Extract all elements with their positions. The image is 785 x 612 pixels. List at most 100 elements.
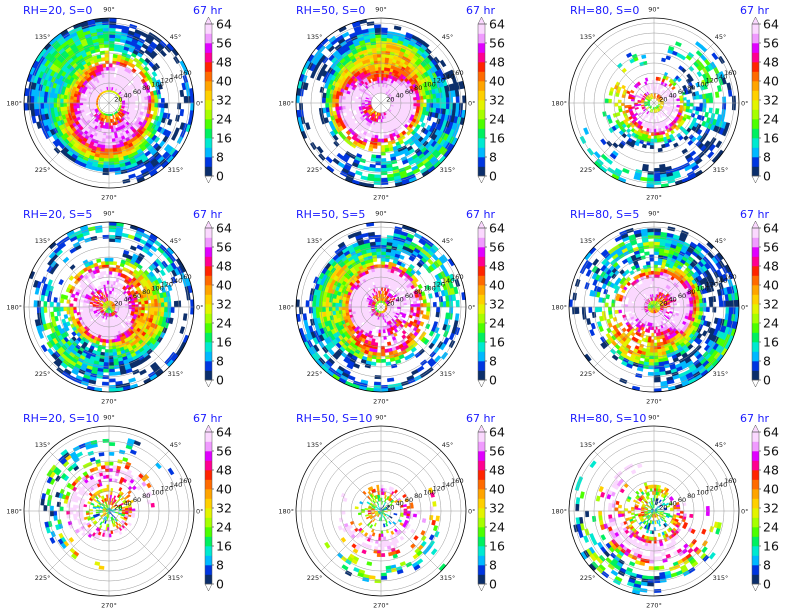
colorbar-segment [478,470,485,480]
panel-time-label: 67 hr [193,208,222,221]
radial-tick-label: 40 [669,500,677,508]
colorbar-tick-label: 48 [216,55,232,70]
colorbar-tick-label: 0 [489,169,497,184]
colorbar-tick-label: 24 [216,316,232,331]
azimuth-label: 270° [373,194,389,202]
angular-grid-line [653,102,715,164]
colorbar-segment [205,52,212,63]
azimuth-label: 135° [307,33,323,41]
colorbar-segment [205,508,212,518]
azimuth-label: 225° [580,166,596,174]
radial-tick-label: 120 [161,485,173,493]
radial-tick-label: 160 [451,477,463,485]
colorbar-extend-max [477,220,486,229]
colorbar: 0 8 16 24 32 40 48 56 64 [204,220,232,388]
azimuth-label: 180° [6,508,22,516]
angular-grid-line [108,42,170,104]
colorbar-tick-label: 40 [489,482,505,497]
colorbar-segment [478,508,485,518]
colorbar-tick-label: 16 [216,335,232,350]
azimuth-label: 0° [196,508,203,516]
colorbar-tick-label: 0 [216,373,224,388]
polar-frame [295,17,467,189]
azimuth-label: 0° [741,100,748,108]
azimuth-label: 180° [278,508,294,516]
colorbar-tick-label: 32 [763,501,779,516]
colorbar-segment [478,147,485,158]
colorbar-segment [478,81,485,91]
azimuth-label: 270° [373,602,389,610]
colorbar-tick-label: 64 [216,17,232,32]
radial-tick-label: 140 [442,481,454,489]
colorbar-segment [478,304,485,314]
panel-title: RH=20, S=0 [23,4,92,17]
azimuth-label: 315° [440,574,456,582]
azimuth-label: 270° [646,194,662,202]
colorbar-segment [205,237,212,248]
angular-grid-line [653,42,715,104]
colorbar: 0 8 16 24 32 40 48 56 64 [477,16,505,184]
azimuth-label: 90° [375,6,387,14]
radial-tick-label: 140 [715,73,727,81]
colorbar-segment [752,351,759,362]
azimuth-label: 270° [646,398,662,406]
colorbar-segment [478,109,485,120]
angular-grid-line [108,306,170,368]
colorbar-segment [752,470,759,480]
radial-tick-label: 160 [451,273,463,281]
azimuth-label: 45° [170,441,182,449]
colorbar-segment [205,43,212,53]
colorbar-tick-label: 8 [763,354,771,369]
radial-tick-label: 80 [414,84,422,92]
colorbar-tick-label: 48 [763,259,779,274]
colorbar-segment [205,119,212,129]
azimuth-label: 225° [307,574,323,582]
colorbar-segment [478,432,485,442]
angular-grid-line [380,246,442,308]
colorbar-segment [205,565,212,575]
colorbar-segment [752,128,759,139]
azimuth-label: 135° [307,441,323,449]
angular-grid-line [380,102,442,164]
colorbar-tick-label: 24 [763,520,779,535]
radial-tick-label: 120 [706,485,718,493]
colorbar-tick-label: 32 [216,297,232,312]
radial-tick-label: 40 [124,500,132,508]
colorbar-tick-label: 56 [489,444,505,459]
angular-grid-line [653,510,715,572]
colorbar-segment [205,285,212,295]
colorbar-segment [478,479,485,490]
colorbar-segment [478,498,485,509]
colorbar-segment [478,256,485,267]
colorbar-tick-label: 32 [763,297,779,312]
colorbar-segment [478,138,485,148]
radial-tick-label: 140 [170,277,182,285]
azimuth-label: 0° [468,508,475,516]
colorbar-tick-label: 8 [763,558,771,573]
azimuth-label: 225° [35,166,51,174]
panel-time-label: 67 hr [740,208,769,221]
colorbar-segment [752,24,759,34]
radial-tick-label: 60 [678,496,686,504]
colorbar-segment [205,294,212,305]
radial-tick-label: 100 [151,284,163,292]
colorbar-segment [478,71,485,82]
panel-time-label: 67 hr [466,412,495,425]
colorbar-tick-label: 32 [489,501,505,516]
colorbar-segment [752,460,759,471]
radial-tick-label: 20 [114,95,122,103]
colorbar-segment [478,555,485,566]
angular-grid-line [593,42,655,104]
colorbar-segment [752,266,759,276]
azimuth-label: 225° [580,574,596,582]
colorbar-segment [752,275,759,286]
colorbar-segment [752,546,759,556]
colorbar-tick-label: 16 [763,131,779,146]
radial-tick-label: 160 [179,273,191,281]
colorbar-tick-label: 40 [216,278,232,293]
colorbar: 0 8 16 24 32 40 48 56 64 [477,220,505,388]
colorbar-segment [478,536,485,547]
colorbar-segment [478,285,485,295]
angular-grid-line [593,450,655,512]
colorbar-segment [205,460,212,471]
